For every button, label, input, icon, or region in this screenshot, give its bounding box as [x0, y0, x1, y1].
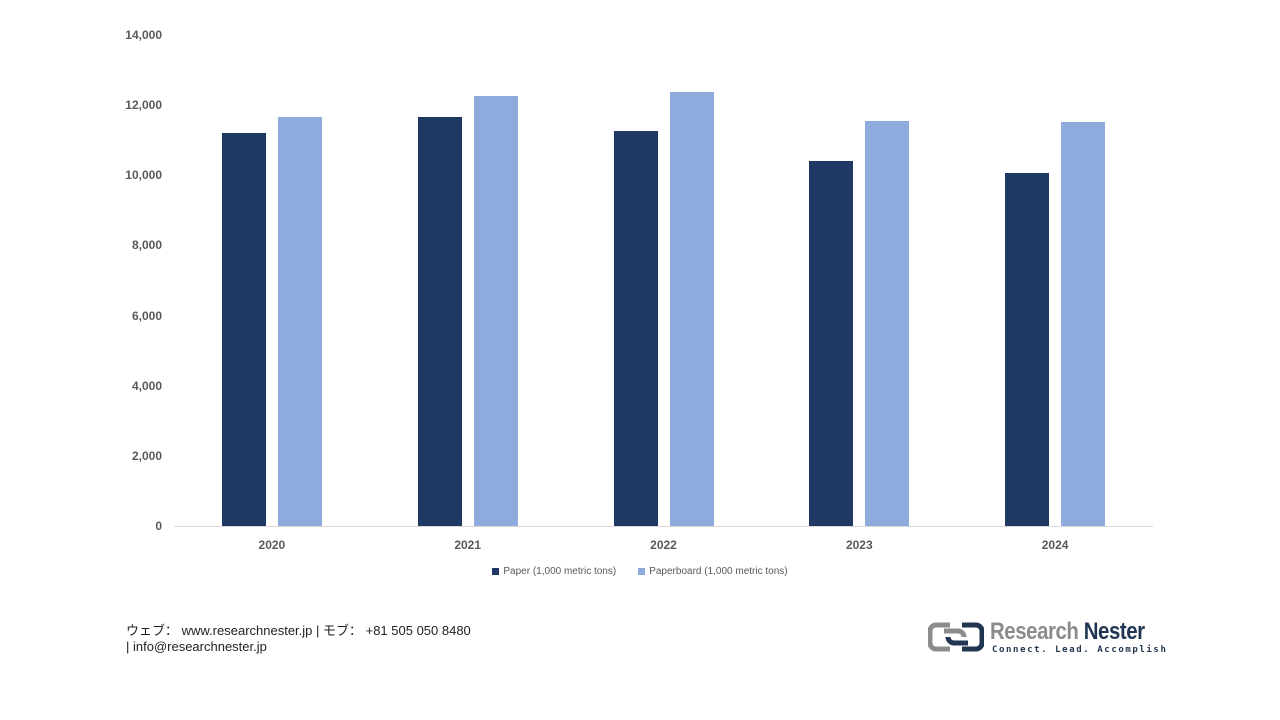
bar-paperboard-2023	[865, 120, 910, 526]
x-tick-label: 2023	[845, 538, 873, 552]
contact-email: | info@researchnester.jp	[126, 639, 267, 654]
x-tick-label: 2024	[1041, 538, 1069, 552]
y-tick-label: 0	[155, 519, 162, 533]
y-tick-label: 12,000	[125, 98, 162, 113]
legend-item: Paperboard (1,000 metric tons)	[638, 566, 788, 577]
logo-name: Research Nester	[990, 618, 1145, 645]
legend-item: Paper (1,000 metric tons)	[492, 566, 616, 577]
bar-paperboard-2020	[277, 117, 322, 526]
legend-swatch-icon	[638, 568, 646, 575]
contact-web-phone: ウェブ： www.researchnester.jp | モブ： +81 505…	[126, 623, 471, 638]
logo-tagline: Connect. Lead. Accomplish	[992, 645, 1168, 655]
bar-paperboard-2022	[669, 91, 714, 526]
y-tick-label: 4,000	[131, 378, 162, 393]
bar-paper-2020	[221, 133, 266, 526]
y-tick-label: 8,000	[131, 238, 162, 253]
legend-label: Paperboard (1,000 metric tons)	[649, 566, 788, 577]
y-tick-label: 2,000	[131, 448, 162, 463]
x-tick-label: 2021	[454, 538, 482, 552]
legend-label: Paper (1,000 metric tons)	[503, 566, 617, 577]
legend-swatch-icon	[492, 568, 500, 575]
logo-mark-icon	[928, 622, 984, 652]
bar-paperboard-2024	[1061, 121, 1106, 526]
y-tick-label: 10,000	[125, 168, 162, 183]
x-axis-line	[174, 526, 1153, 527]
y-tick-label: 6,000	[131, 308, 162, 323]
bar-paperboard-2021	[473, 96, 518, 526]
legend: Paper (1,000 metric tons) Paperboard (1,0…	[0, 566, 1280, 577]
research-nester-logo: Research Nester Connect. Lead. Accomplis…	[928, 618, 1166, 658]
bar-chart: 0 2,000 4,000 6,000 8,000 10,000 12,000 14,000 …	[0, 28, 1280, 577]
bar-paper-2024	[1005, 172, 1050, 526]
x-tick-label: 2022	[650, 538, 677, 552]
bar-paper-2023	[809, 160, 854, 526]
bar-paper-2021	[417, 117, 462, 526]
bar-paper-2022	[613, 131, 658, 526]
y-tick-label: 14,000	[125, 28, 162, 42]
contact-info: ウェブ： www.researchnester.jp | モブ： +81 505…	[126, 623, 471, 655]
x-tick-label: 2020	[258, 538, 286, 552]
